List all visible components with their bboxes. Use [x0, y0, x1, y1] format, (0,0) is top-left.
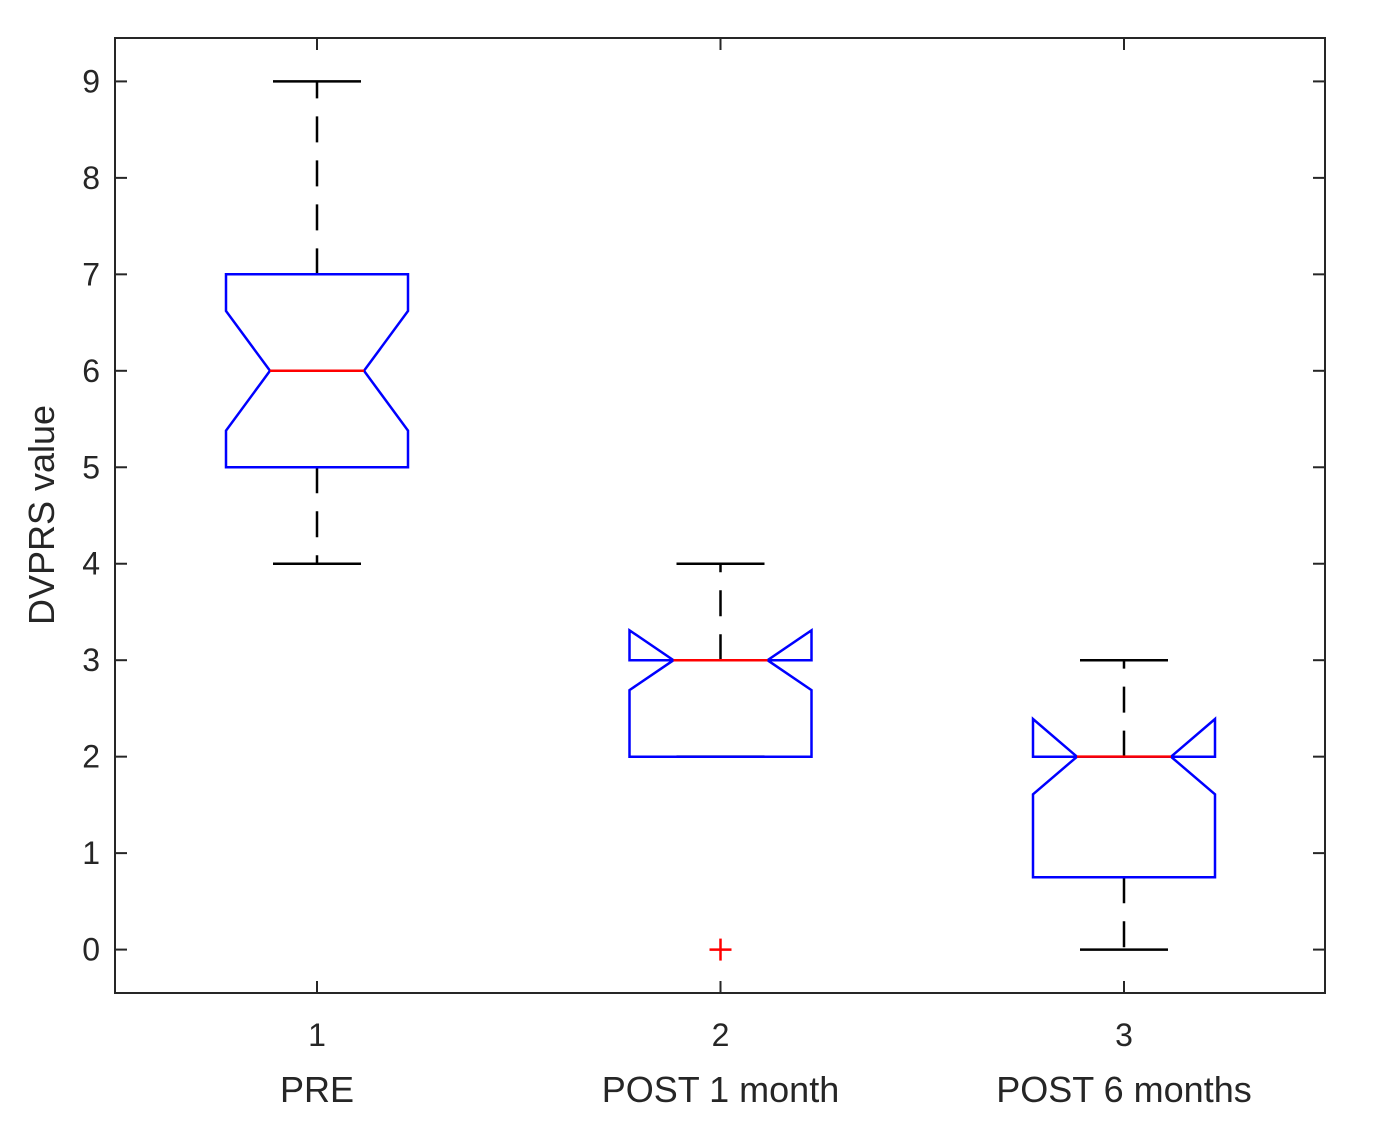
y-tick-label: 7 — [82, 256, 100, 292]
y-tick-label: 8 — [82, 160, 100, 196]
x-tick-label: 2 — [712, 1017, 730, 1053]
ticks-layer: 0 1 2 3 4 5 6 7 8 9 1 PRE 2 POST 1 month 3 POST 6 month… — [82, 38, 1325, 1110]
x-category-label: PRE — [280, 1069, 354, 1110]
notched-box — [1031, 716, 1217, 879]
y-tick-label: 9 — [82, 63, 100, 99]
y-tick-label: 4 — [82, 546, 100, 582]
boxes-layer — [224, 80, 1217, 961]
x-category-label: POST 6 months — [996, 1069, 1251, 1110]
y-tick-label: 1 — [82, 835, 100, 871]
y-tick-label: 6 — [82, 353, 100, 389]
notched-box — [628, 627, 813, 758]
y-tick-label: 5 — [82, 449, 100, 485]
notched-box — [224, 273, 410, 469]
y-axis-label: DVPRS value — [21, 405, 62, 625]
x-category-label: POST 1 month — [602, 1069, 839, 1110]
x-tick-label: 3 — [1115, 1017, 1133, 1053]
x-tick-label: 1 — [308, 1017, 326, 1053]
y-tick-label: 0 — [82, 932, 100, 968]
plot-area — [114, 37, 1326, 994]
y-tick-label: 3 — [82, 642, 100, 678]
y-tick-label: 2 — [82, 739, 100, 775]
